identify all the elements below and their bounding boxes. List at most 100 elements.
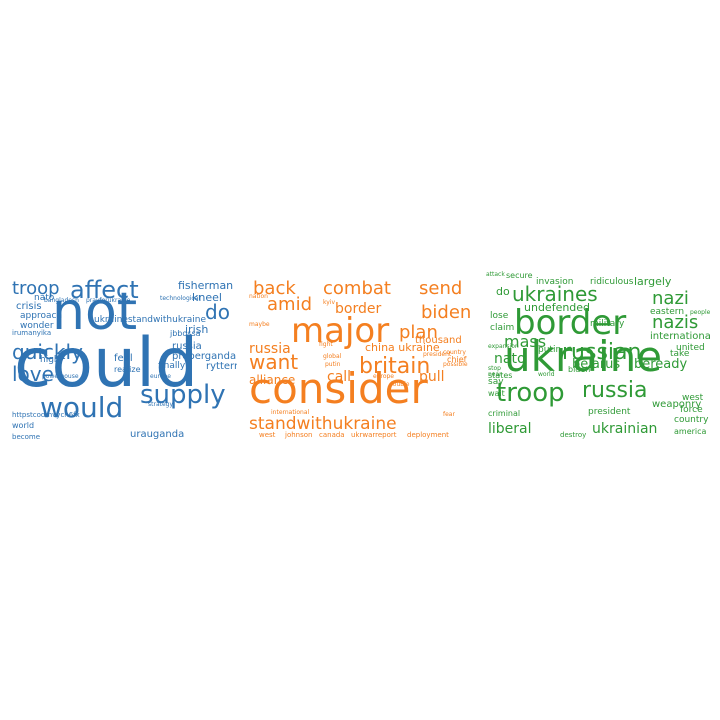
word: strategy bbox=[148, 401, 174, 408]
word-cloud-blue: not could would supply affect troop quic… bbox=[10, 270, 237, 442]
word: high bbox=[40, 355, 60, 365]
word: west bbox=[682, 393, 704, 403]
word: nato bbox=[34, 293, 55, 303]
word: jbbossa bbox=[170, 329, 201, 338]
word: wait bbox=[488, 389, 505, 398]
word: china ukraine bbox=[365, 341, 440, 354]
word: love bbox=[12, 362, 54, 386]
word: become bbox=[12, 433, 41, 441]
word: criminal bbox=[488, 409, 521, 418]
word: ukraines bbox=[512, 282, 598, 306]
word: claim bbox=[490, 323, 515, 333]
word: lose bbox=[490, 311, 509, 321]
word: destroy bbox=[560, 431, 587, 439]
word: troop bbox=[496, 378, 565, 408]
word: fear bbox=[443, 411, 455, 418]
word: maybe bbox=[249, 321, 270, 328]
word: ukraine bbox=[504, 332, 663, 381]
word: pull bbox=[419, 369, 445, 385]
word: ukrainestandwithukraine bbox=[94, 315, 206, 325]
word: plan bbox=[399, 322, 438, 343]
word: back bbox=[253, 278, 296, 299]
word: nazis bbox=[652, 312, 699, 333]
word: bangladesh bbox=[44, 297, 79, 304]
word: wonder bbox=[20, 321, 54, 331]
word: johnson bbox=[285, 431, 313, 439]
word: putin bbox=[325, 361, 341, 368]
word: kyiv bbox=[323, 299, 336, 306]
word: combat bbox=[323, 278, 391, 299]
word: largely bbox=[634, 275, 672, 288]
word: amid bbox=[267, 294, 312, 315]
word: double bbox=[389, 381, 410, 388]
word: deployment bbox=[407, 431, 449, 439]
word: eastern bbox=[650, 307, 685, 317]
word: crisis bbox=[16, 301, 42, 312]
word: major bbox=[291, 311, 390, 351]
word: force bbox=[680, 405, 703, 415]
word: consider bbox=[249, 364, 428, 413]
word: attack bbox=[486, 271, 505, 278]
word: stop bbox=[488, 365, 501, 372]
word: people bbox=[690, 309, 711, 316]
word: urauganda bbox=[130, 429, 185, 440]
word: expansion bbox=[488, 343, 519, 350]
word: president bbox=[588, 407, 631, 417]
word: troop bbox=[12, 278, 60, 299]
word: could bbox=[14, 324, 199, 403]
word: country bbox=[674, 415, 709, 425]
word: quickly bbox=[12, 340, 83, 364]
word: ridiculous bbox=[590, 277, 634, 287]
word: take bbox=[670, 349, 690, 359]
word: near bbox=[488, 371, 502, 378]
word: world bbox=[12, 421, 35, 430]
word: finally bbox=[158, 361, 186, 371]
word: world bbox=[538, 371, 555, 378]
word: russia bbox=[172, 341, 202, 352]
word: states bbox=[488, 371, 513, 380]
word: canada bbox=[319, 431, 345, 439]
word: say bbox=[488, 377, 504, 387]
word: irish bbox=[185, 323, 209, 336]
word: powerhouse bbox=[42, 373, 79, 380]
word: united bbox=[676, 343, 705, 353]
word: supply bbox=[140, 380, 226, 410]
word: europe bbox=[150, 373, 171, 380]
word: international bbox=[650, 331, 711, 342]
word: feel bbox=[114, 353, 133, 364]
word: do bbox=[496, 285, 510, 298]
word: affect bbox=[70, 276, 139, 304]
word: secure bbox=[506, 271, 533, 280]
word: beready bbox=[634, 357, 688, 372]
word-cloud-green: ukraine border troop russia russian ukra… bbox=[484, 270, 711, 442]
word: thousand bbox=[415, 335, 462, 346]
word: rytterm bbox=[206, 361, 237, 372]
word: nazi bbox=[652, 288, 689, 309]
word: border bbox=[514, 303, 627, 343]
word: america bbox=[674, 427, 707, 436]
word: international bbox=[271, 409, 310, 416]
word: britain bbox=[359, 354, 431, 379]
word: technological bbox=[160, 295, 201, 302]
word: not bbox=[52, 282, 138, 342]
word: prayforukraine bbox=[86, 297, 131, 304]
word: do bbox=[205, 300, 230, 324]
word: send bbox=[419, 278, 463, 299]
word: want bbox=[249, 350, 299, 374]
word: country bbox=[443, 349, 466, 356]
word: military bbox=[590, 319, 625, 329]
word: ukrainian bbox=[592, 421, 658, 437]
word: httpstcodmvych6fx bbox=[12, 411, 80, 419]
word: russia bbox=[249, 341, 291, 357]
word: invasion bbox=[536, 277, 574, 287]
word: west bbox=[259, 431, 276, 439]
word: chief bbox=[447, 355, 467, 364]
word: fight bbox=[319, 341, 333, 348]
word: russian bbox=[562, 340, 642, 365]
word: call bbox=[327, 369, 352, 385]
word: biden bbox=[568, 365, 591, 374]
word: fisherman bbox=[178, 279, 234, 292]
word: ukrwarreport bbox=[351, 431, 397, 439]
word: russia bbox=[582, 378, 648, 403]
word: nato bbox=[494, 351, 526, 367]
